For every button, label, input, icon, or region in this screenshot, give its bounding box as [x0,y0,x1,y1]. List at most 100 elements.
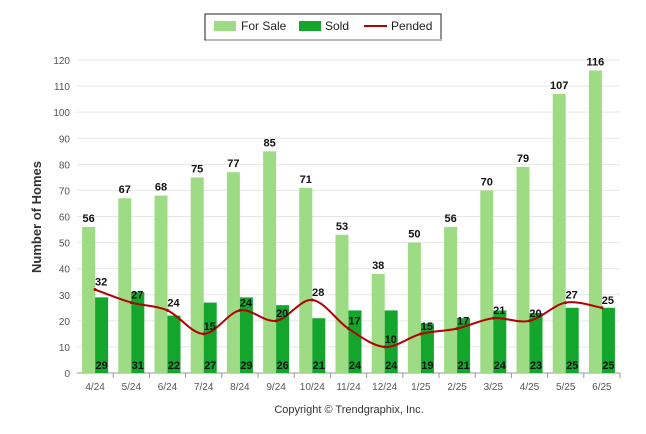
bar-sold[interactable] [348,310,362,373]
pended-point[interactable] [166,308,169,312]
data-labels: 56 29 67 31 68 22 75 27 77 29 85 26 71 21 53 24 38 24 50 19… [82,56,614,372]
bar-sold[interactable] [167,315,181,373]
pended-point[interactable] [310,298,314,302]
legend[interactable]: For Sale Sold Pended [204,13,442,41]
pended-point[interactable] [455,327,459,331]
bar-sold[interactable] [493,310,507,373]
x-tick-label: 6/25 [592,382,612,393]
label-sold: 22 [168,360,180,372]
y-tick-label: 50 [59,239,71,250]
bar-sold[interactable] [131,292,145,373]
label-for-sale: 50 [408,229,420,241]
bar-for-sale[interactable] [154,195,168,373]
bar-for-sale[interactable] [118,198,132,373]
label-pended: 17 [457,316,469,328]
label-for-sale: 56 [444,213,456,225]
label-pended: 17 [348,316,360,328]
bar-for-sale[interactable] [480,190,494,373]
pended-point[interactable] [419,332,423,336]
pended-point[interactable] [129,301,133,305]
bar-for-sale[interactable] [335,234,349,373]
x-tick-label: 2/25 [447,382,467,393]
x-tick-label: 6/24 [158,382,178,393]
bar-sold[interactable] [203,302,217,373]
bar-for-sale[interactable] [299,187,313,373]
label-sold: 21 [313,360,325,372]
pended-point[interactable] [564,301,568,305]
y-tick-label: 110 [54,82,70,93]
bar-sold[interactable] [384,310,398,373]
bar-sold[interactable] [312,318,326,373]
bar-sold[interactable] [565,307,579,373]
label-pended: 27 [131,290,143,302]
x-tick-label: 5/24 [122,382,142,393]
y-axis-ticks: 0 10 20 30 40 50 60 70 80 90 100 110 120 [53,56,70,380]
pended-point[interactable] [491,316,495,320]
label-pended: 20 [276,308,288,320]
y-tick-label: 90 [59,134,71,145]
y-tick-label: 20 [59,317,71,328]
pended-point[interactable] [528,319,531,323]
y-tick-label: 0 [64,369,70,380]
bar-for-sale[interactable] [552,93,566,374]
legend-label-pended[interactable]: Pended [391,19,432,33]
label-for-sale: 71 [300,174,312,186]
label-sold: 29 [95,360,107,372]
bar-sold[interactable] [601,307,615,373]
x-tick-label: 8/24 [230,382,250,393]
pended-point[interactable] [238,308,242,312]
pended-point[interactable] [274,319,278,323]
bar-sold[interactable] [529,313,543,373]
label-pended: 28 [312,287,324,299]
label-for-sale: 85 [263,137,275,149]
legend-label-sold[interactable]: Sold [325,19,349,33]
label-for-sale: 75 [191,163,203,175]
bar-sold[interactable] [239,297,253,373]
label-pended: 24 [240,297,253,309]
y-tick-label: 100 [53,108,70,119]
bar-sold[interactable] [457,318,471,373]
label-sold: 27 [204,360,216,372]
x-tick-label: 7/24 [194,382,214,393]
label-pended: 10 [385,334,397,346]
y-tick-label: 30 [59,291,71,302]
label-sold: 25 [566,360,578,372]
pended-point[interactable] [202,332,206,336]
y-tick-label: 70 [59,186,71,197]
label-pended: 20 [529,308,541,320]
bar-for-sale[interactable] [226,172,240,373]
pended-point[interactable] [383,345,387,349]
label-pended: 21 [493,305,505,317]
bar-sold[interactable] [276,305,290,373]
label-pended: 32 [95,277,107,289]
label-sold: 24 [494,360,507,372]
bar-for-sale[interactable] [190,177,204,373]
bar-sold[interactable] [95,297,109,373]
bar-for-sale[interactable] [407,242,421,373]
x-tick-label: 5/25 [556,382,576,393]
bar-for-sale[interactable] [371,273,385,373]
bar-for-sale[interactable] [82,226,96,373]
bar-for-sale[interactable] [516,166,530,373]
x-tick-label: 4/24 [85,382,105,393]
label-for-sale: 77 [227,158,239,170]
legend-shadow [206,39,442,41]
label-for-sale: 67 [119,184,131,196]
label-for-sale: 38 [372,260,384,272]
label-pended: 24 [167,297,180,309]
bar-for-sale[interactable] [263,151,277,373]
label-for-sale: 70 [481,176,493,188]
legend-label-for-sale[interactable]: For Sale [241,19,287,33]
pended-point[interactable] [93,288,97,292]
pended-point[interactable] [600,306,604,310]
label-pended: 27 [566,290,578,302]
bar-sold[interactable] [420,323,434,373]
bar-for-sale[interactable] [588,70,602,373]
x-tick-label: 11/24 [336,382,361,393]
pended-point[interactable] [347,327,350,331]
y-tick-label: 10 [59,343,71,354]
label-sold: 21 [457,360,469,372]
bar-for-sale[interactable] [444,226,458,373]
